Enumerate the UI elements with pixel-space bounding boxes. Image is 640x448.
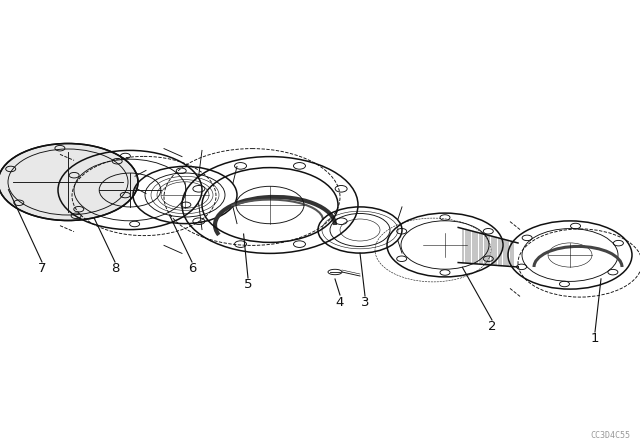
Text: 5: 5: [244, 279, 252, 292]
Text: 3: 3: [361, 297, 369, 310]
Text: 6: 6: [188, 263, 196, 276]
Ellipse shape: [0, 143, 138, 220]
Text: 8: 8: [111, 263, 119, 276]
Text: 1: 1: [591, 332, 599, 345]
Text: CC3D4C55: CC3D4C55: [590, 431, 630, 439]
Text: 4: 4: [336, 296, 344, 309]
Text: 2: 2: [488, 320, 496, 333]
Text: 7: 7: [38, 263, 46, 276]
